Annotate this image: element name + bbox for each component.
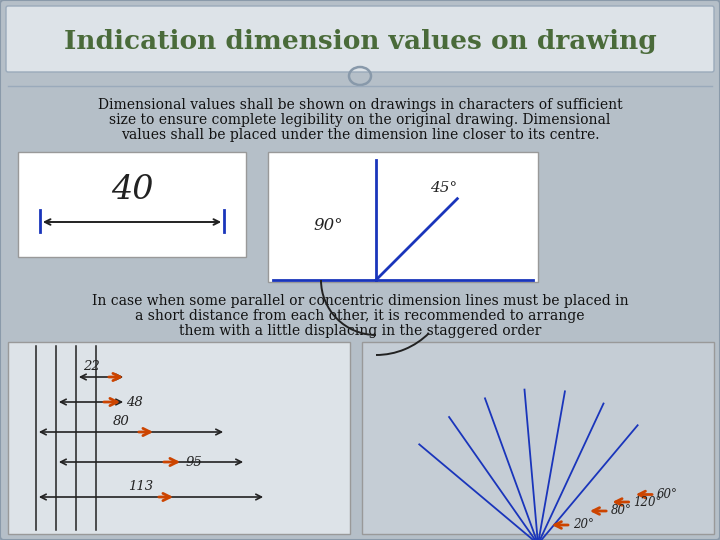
Text: 80°: 80° [611,504,632,517]
Text: 40: 40 [111,174,153,206]
Bar [8,342,350,534]
Bar [362,342,714,534]
Text: them with a little displacing in the staggered order: them with a little displacing in the sta… [179,324,541,338]
Text: 90°: 90° [313,217,343,233]
Text: 20°: 20° [573,518,594,531]
Text: Indication dimension values on drawing: Indication dimension values on drawing [63,29,657,53]
Bar [268,152,538,282]
Text: 80: 80 [112,415,130,428]
Text: Dimensional values shall be shown on drawings in characters of sufficient: Dimensional values shall be shown on dra… [98,98,622,112]
FancyBboxPatch shape [6,6,714,72]
Text: In case when some parallel or concentric dimension lines must be placed in: In case when some parallel or concentric… [91,294,629,308]
Text: 120°: 120° [634,496,662,509]
Bar [18,152,246,257]
Text: 95: 95 [186,456,203,469]
Text: 48: 48 [126,395,143,408]
Text: 113: 113 [128,480,153,493]
Text: 60°: 60° [657,488,678,501]
Text: size to ensure complete legibility on the original drawing. Dimensional: size to ensure complete legibility on th… [109,113,611,127]
Text: values shall be placed under the dimension line closer to its centre.: values shall be placed under the dimensi… [121,128,599,142]
Text: a short distance from each other, it is recommended to arrange: a short distance from each other, it is … [135,309,585,323]
Text: 22: 22 [83,360,99,373]
Text: 45°: 45° [431,181,458,195]
